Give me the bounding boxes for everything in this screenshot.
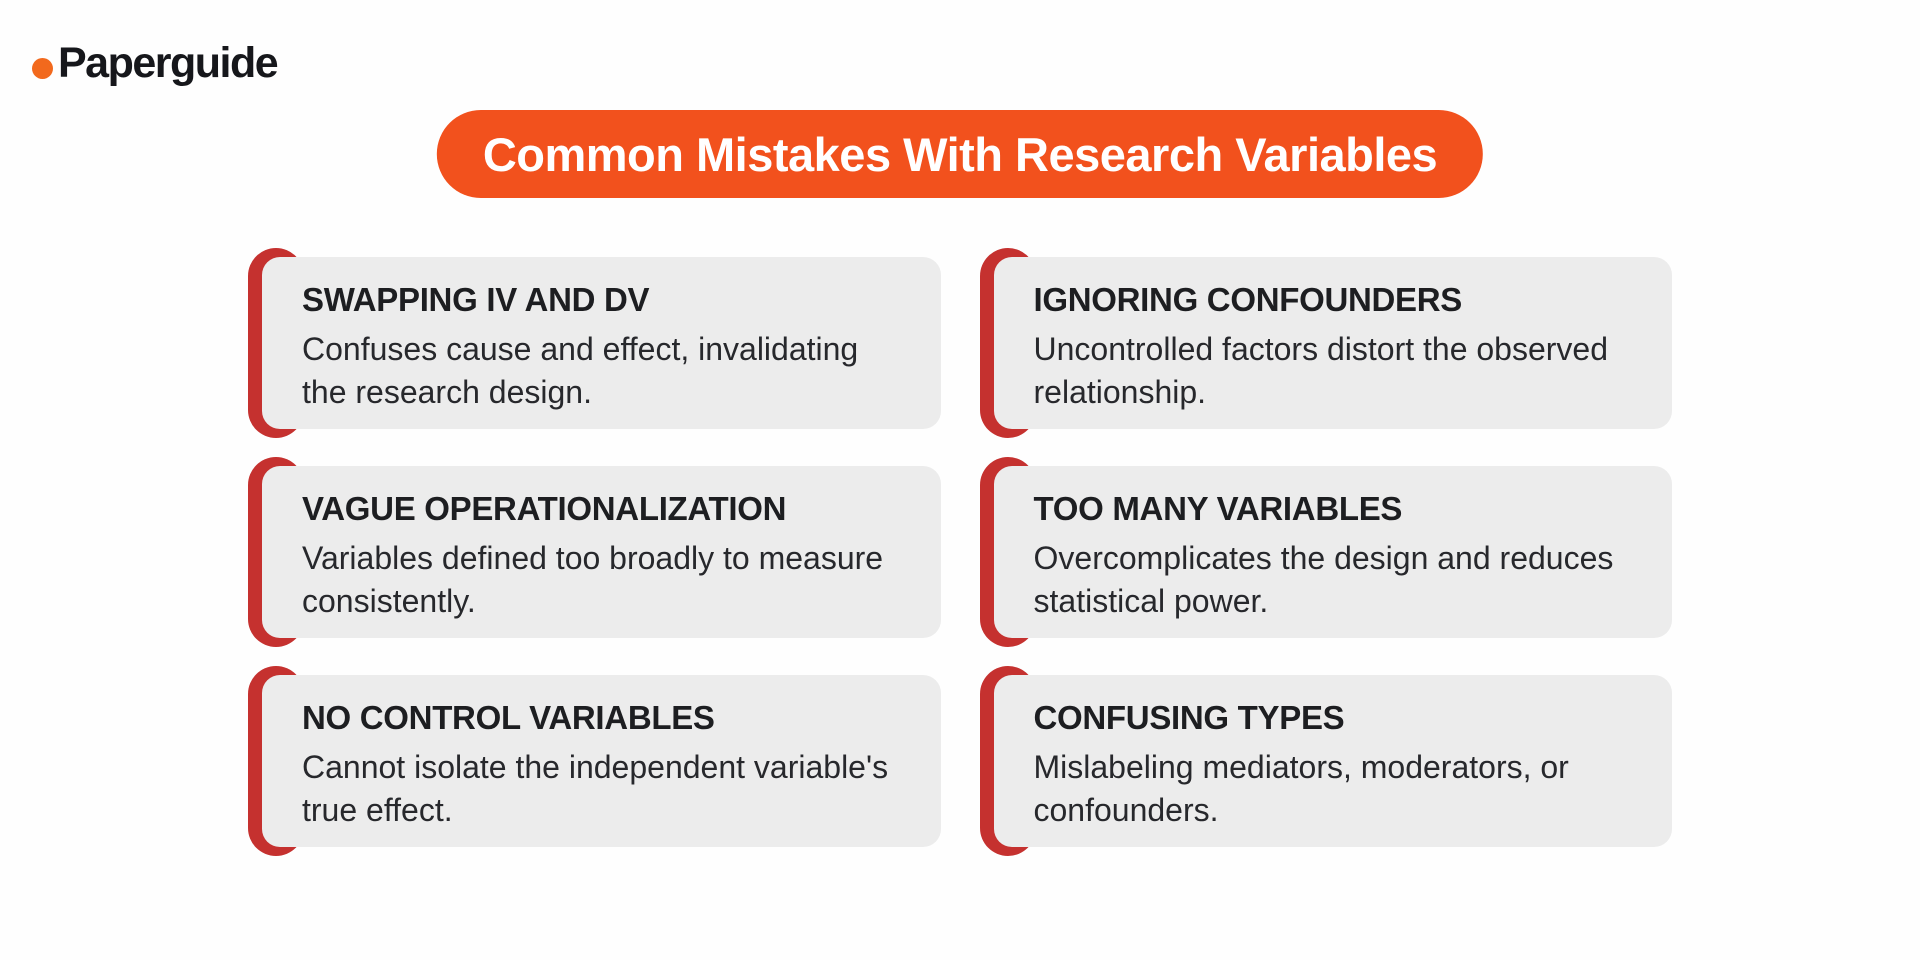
card-title: CONFUSING TYPES [1033,699,1345,736]
card-body: CONFUSING TYPES Mislabeling mediators, m… [993,675,1672,847]
mistake-card-no-control-variables: NO CONTROL VARIABLES Cannot isolate the … [248,666,941,856]
card-description: Confuses cause and effect, invalidating … [302,331,859,410]
card-title: VAGUE OPERATIONALIZATION [302,490,787,527]
mistake-card-too-many-variables: TOO MANY VARIABLES Overcomplicates the d… [979,457,1672,647]
paperguide-logo: Paperguide [32,39,279,87]
mistake-card-vague-operationalization: VAGUE OPERATIONALIZATION Variables defin… [248,457,941,647]
logo-dot-icon [32,58,53,79]
card-body: TOO MANY VARIABLES Overcomplicates the d… [993,466,1672,638]
mistake-card-ignoring-confounders: IGNORING CONFOUNDERS Uncontrolled factor… [979,248,1672,438]
card-title: TOO MANY VARIABLES [1033,490,1403,527]
card-body: NO CONTROL VARIABLES Cannot isolate the … [262,675,941,847]
card-body: SWAPPING IV AND DV Confuses cause and ef… [262,257,941,429]
card-title: SWAPPING IV AND DV [302,281,650,318]
mistakes-grid: SWAPPING IV AND DV Confuses cause and ef… [248,248,1672,856]
title-banner: Common Mistakes With Research Variables [436,110,1484,198]
page-title: Common Mistakes With Research Variables [482,127,1438,181]
mistake-card-swapping-iv-dv: SWAPPING IV AND DV Confuses cause and ef… [248,248,941,438]
card-description: Variables defined too broadly to measure… [302,540,884,619]
card-title: NO CONTROL VARIABLES [302,699,715,736]
mistake-card-confusing-types: CONFUSING TYPES Mislabeling mediators, m… [979,666,1672,856]
card-description: Mislabeling mediators, moderators, or co… [1033,749,1569,828]
card-title: IGNORING CONFOUNDERS [1033,281,1463,318]
card-body: VAGUE OPERATIONALIZATION Variables defin… [262,466,941,638]
card-description: Overcomplicates the design and reduces s… [1033,540,1614,619]
card-description: Cannot isolate the independent variable'… [302,749,889,828]
logo-text: Paperguide [58,39,279,87]
card-body: IGNORING CONFOUNDERS Uncontrolled factor… [993,257,1672,429]
card-description: Uncontrolled factors distort the observe… [1033,331,1609,410]
